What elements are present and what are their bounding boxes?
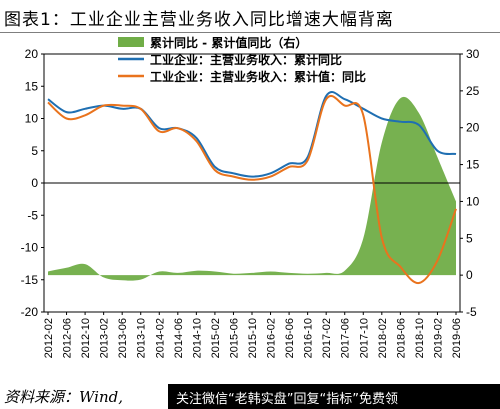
x-tick-label: 2016-10 bbox=[303, 318, 315, 358]
x-tick-label: 2016-06 bbox=[284, 318, 296, 358]
x-tick-label: 2018-06 bbox=[395, 318, 407, 358]
x-tick-label: 2015-02 bbox=[210, 318, 222, 358]
x-tick-label: 2019-06 bbox=[451, 318, 463, 358]
x-tick-label: 2013-02 bbox=[99, 318, 111, 358]
y-left-tick-label: 10 bbox=[25, 112, 39, 126]
y-left-tick-label: -10 bbox=[21, 241, 39, 255]
legend-label-0: 累计同比 - 累计值同比（右） bbox=[150, 35, 307, 50]
watermark-text: 关注微信“老韩实盘”回复“指标”免费领 bbox=[176, 392, 398, 407]
series-area-0 bbox=[48, 96, 456, 281]
x-tick-label: 2019-02 bbox=[432, 318, 444, 358]
chart: 累计同比 - 累计值同比（右） 工业企业：主营业务收入：累计同比工业企业：主营业务… bbox=[21, 35, 480, 358]
x-tick-label: 2016-02 bbox=[266, 318, 278, 358]
chart-title: 图表1：工业企业主营业务收入同比增速大幅背离 bbox=[4, 10, 394, 30]
y-right-tick-label: 5 bbox=[466, 231, 473, 245]
y-right-tick-label: -5 bbox=[466, 305, 477, 319]
y-right-tick-label: 20 bbox=[466, 121, 480, 135]
y-right-tick-label: 15 bbox=[466, 158, 480, 172]
y-right-tick-label: 30 bbox=[466, 47, 480, 61]
series-line-1 bbox=[47, 91, 457, 178]
legend-label-2: 工业企业：主营业务收入：累计值：同比 bbox=[150, 69, 366, 84]
legend-label-1: 工业企业：主营业务收入：累计同比 bbox=[150, 52, 342, 67]
chart-title-bar: 图表1：工业企业主营业务收入同比增速大幅背离 bbox=[0, 0, 500, 33]
x-tick-label: 2017-10 bbox=[358, 318, 370, 358]
y-left-tick-label: -20 bbox=[21, 305, 39, 319]
x-tick-label: 2015-10 bbox=[247, 318, 259, 358]
y-right-tick-label: 10 bbox=[466, 194, 480, 208]
y-right-tick-label: 25 bbox=[466, 84, 480, 98]
y-left-tick-label: 20 bbox=[25, 47, 39, 61]
x-tick-label: 2015-06 bbox=[228, 318, 240, 358]
y-left-tick-label: -5 bbox=[27, 208, 38, 222]
x-tick-label: 2018-10 bbox=[414, 318, 426, 358]
x-tick-label: 2018-02 bbox=[377, 318, 389, 358]
y-left-tick-label: 5 bbox=[31, 144, 38, 158]
y-right-tick-label: 0 bbox=[466, 268, 473, 282]
y-left-tick-label: -15 bbox=[21, 273, 39, 287]
footer: 资料来源：Wind, 关注微信“老韩实盘”回复“指标”免费领 bbox=[0, 384, 500, 409]
x-tick-label: 2014-02 bbox=[154, 318, 166, 358]
series-line-2 bbox=[47, 94, 457, 285]
watermark-banner: 关注微信“老韩实盘”回复“指标”免费领 bbox=[168, 384, 500, 409]
x-tick-label: 2014-06 bbox=[173, 318, 185, 358]
x-tick-label: 2013-10 bbox=[136, 318, 148, 358]
x-tick-label: 2013-06 bbox=[117, 318, 129, 358]
x-tick-label: 2014-10 bbox=[191, 318, 203, 358]
x-tick-label: 2012-02 bbox=[43, 318, 55, 358]
y-left-tick-label: 15 bbox=[25, 79, 39, 93]
x-tick-label: 2012-10 bbox=[80, 318, 92, 358]
y-left-tick-label: 0 bbox=[31, 176, 38, 190]
x-tick-label: 2017-02 bbox=[321, 318, 333, 358]
x-tick-label: 2017-06 bbox=[340, 318, 352, 358]
legend-swatch-0 bbox=[118, 37, 144, 47]
source-note: 资料来源：Wind, bbox=[4, 388, 123, 406]
x-tick-label: 2012-06 bbox=[62, 318, 74, 358]
